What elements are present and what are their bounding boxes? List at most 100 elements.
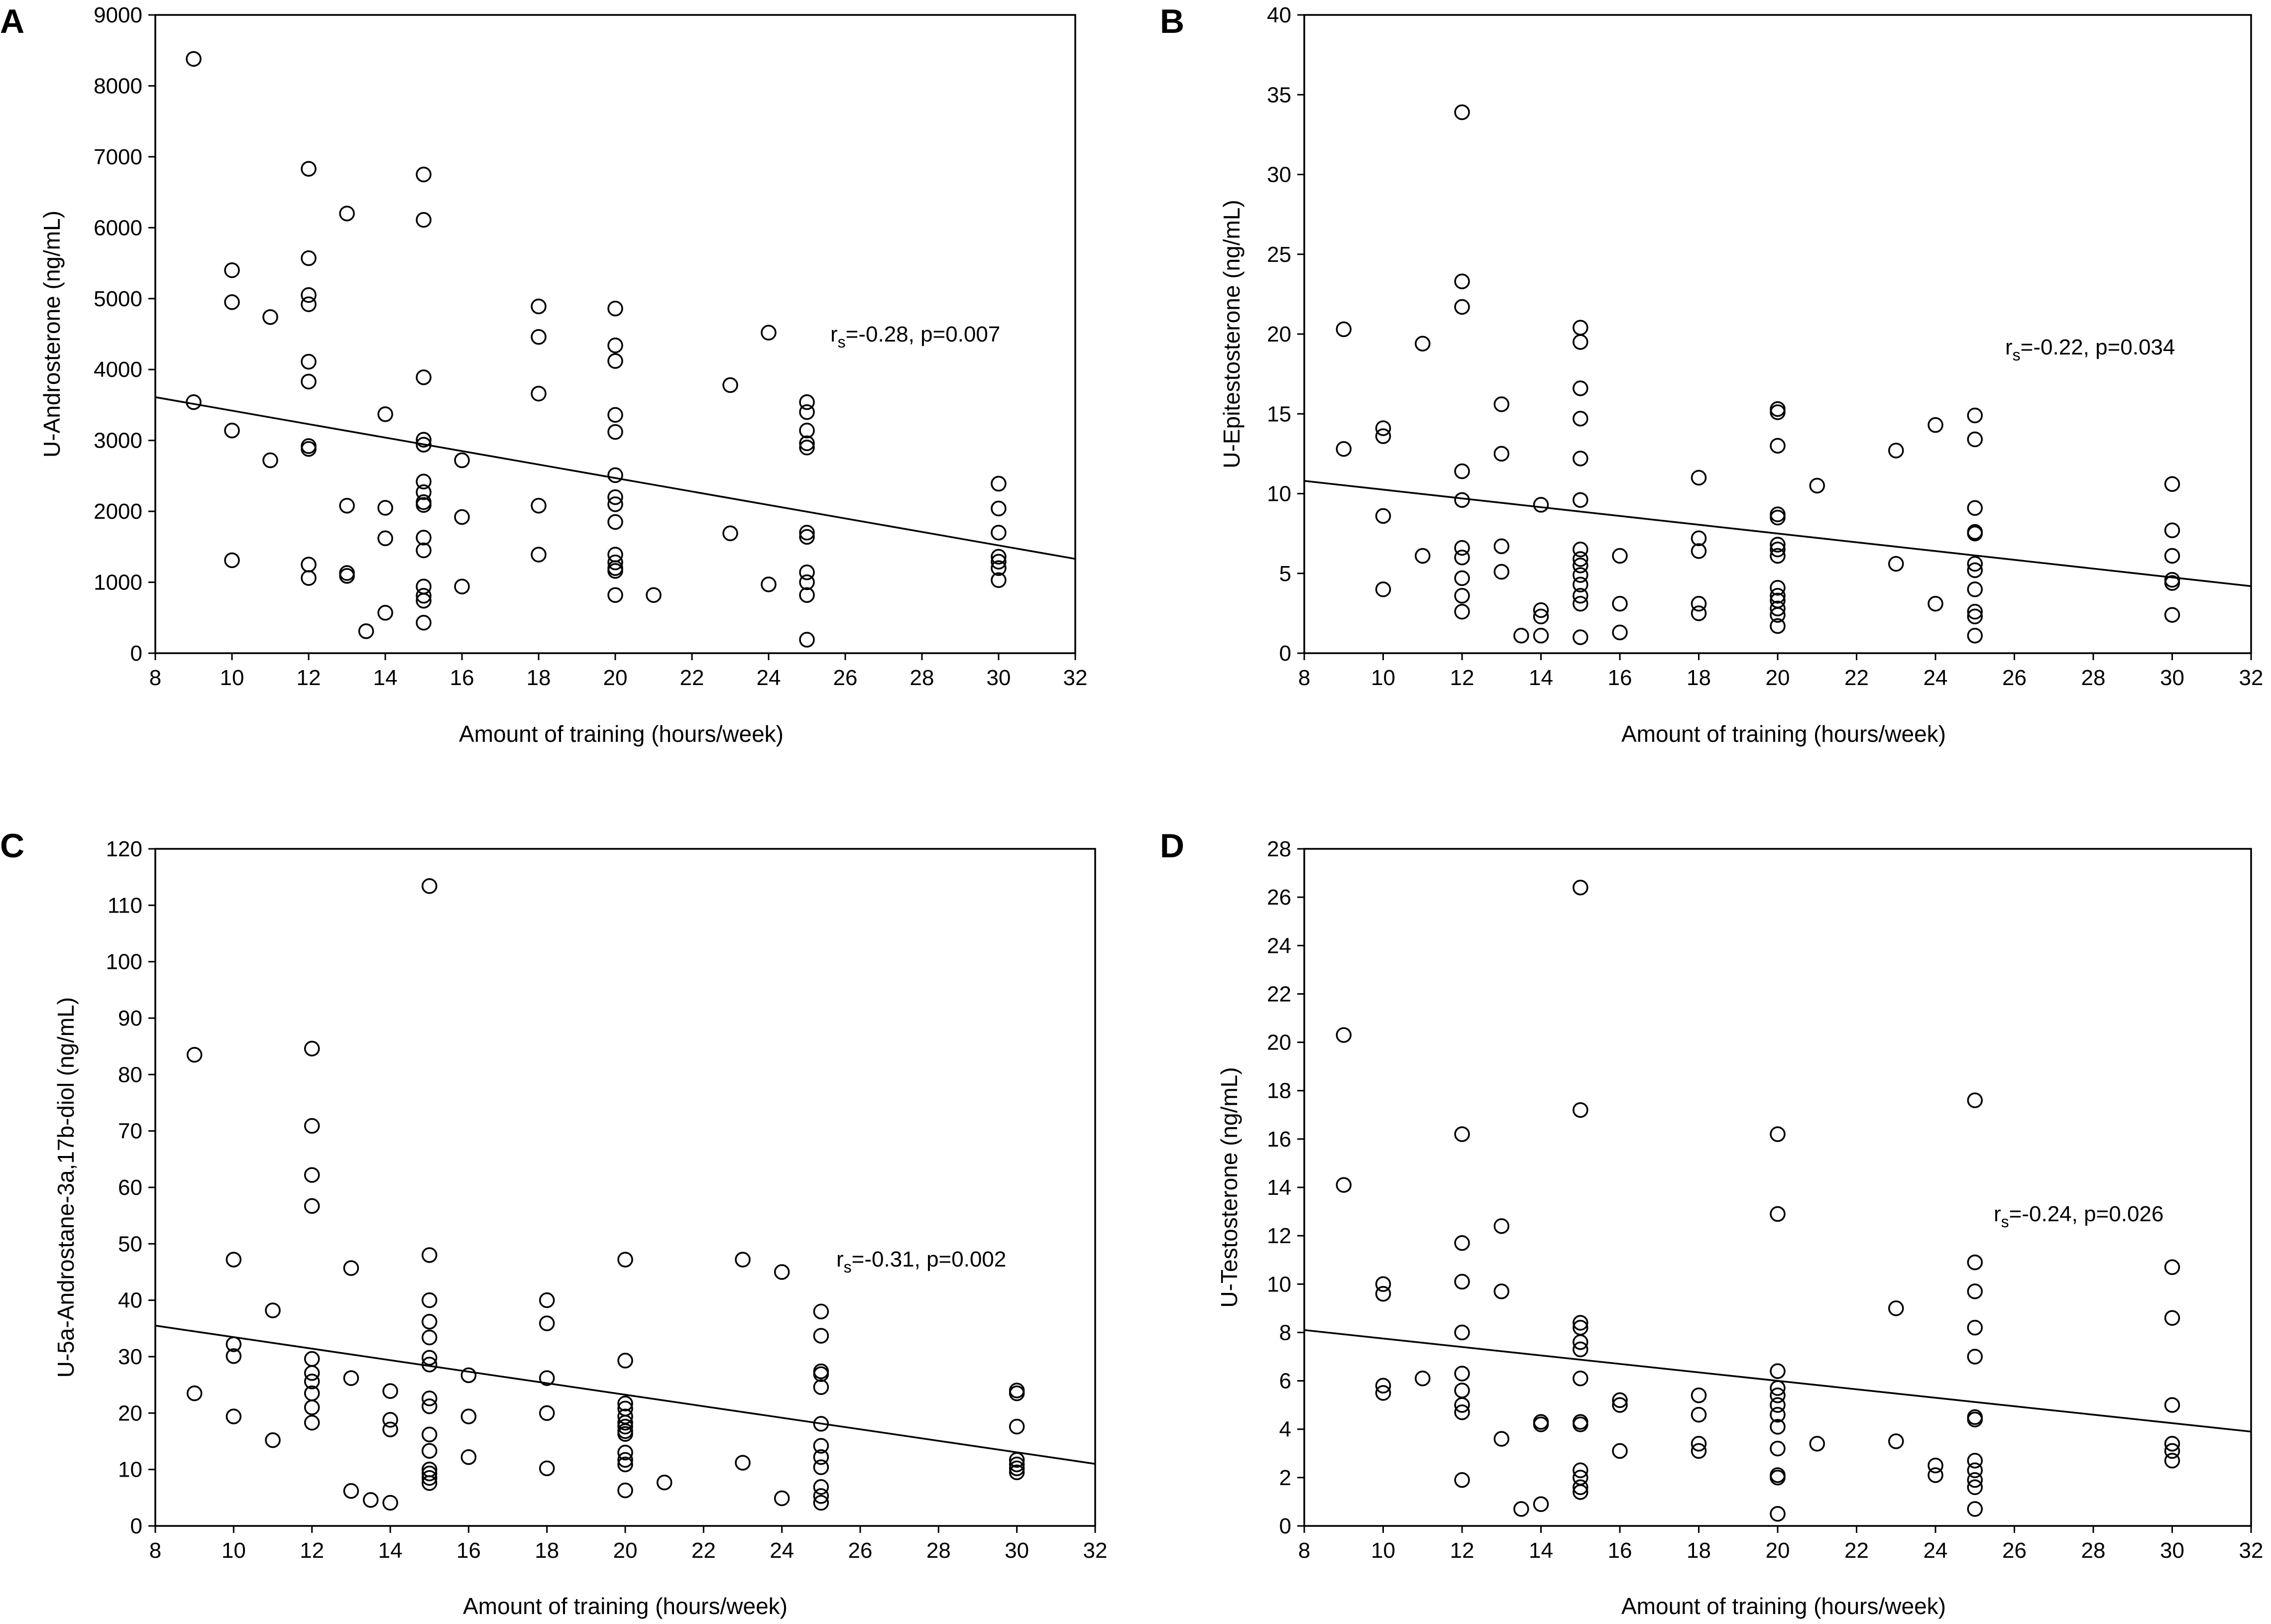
- panel-a-annotation-text: =-0.28, p=0.007: [846, 322, 1001, 347]
- panel-b-data-point: [1573, 380, 1589, 396]
- panel-b-data-point: [1493, 446, 1509, 462]
- panel-b-data-point: [1691, 543, 1707, 559]
- panel-a-data-point: [339, 568, 355, 584]
- panel-b-annotation-subscript: s: [2013, 346, 2021, 364]
- panel-d-data-point: [1533, 1496, 1549, 1512]
- panel-a-data-point: [416, 484, 432, 500]
- panel-d-data-point: [1454, 1404, 1470, 1420]
- panel-c-data-point: [460, 1449, 477, 1465]
- panel-c-x-tick-label: 22: [691, 1538, 716, 1563]
- panel-a-data-point: [607, 338, 623, 353]
- panel-c-data-point: [617, 1444, 633, 1461]
- panel-b-x-tick-label: 12: [1450, 666, 1475, 690]
- panel-d-data-point: [1573, 1334, 1589, 1350]
- panel-d-data-points: [1304, 879, 2252, 1522]
- panel-b-data-point: [1888, 556, 1904, 572]
- panel-b-data-point: [1967, 431, 1983, 448]
- panel-b-data-point: [1454, 492, 1470, 508]
- panel-d-data-point: [1454, 1324, 1470, 1341]
- panel-a-x-tick-label: 22: [680, 666, 704, 690]
- panel-b: B 8 10 12 14 16 18 20 22 24 26 28 30 32 0 5 10 15 20 25 30 3…: [1160, 2, 2263, 747]
- panel-b-data-point: [1415, 336, 1431, 351]
- panel-d-y-tick-label: 22: [1267, 982, 1291, 1006]
- panel-c-data-point: [421, 1313, 438, 1330]
- panel-d-annotation-text: =-0.24, p=0.026: [2009, 1202, 2164, 1226]
- panel-c-y-tick-label: 120: [106, 837, 142, 861]
- panel-a-correlation-annotation: rs=-0.28, p=0.007: [830, 322, 1000, 351]
- panel-b-data-point: [1967, 603, 1983, 620]
- panel-c-data-point: [421, 1398, 438, 1414]
- panel-a-x-axis-title: Amount of training (hours/week): [459, 721, 784, 747]
- panel-d-data-point: [1770, 1506, 1786, 1522]
- panel-d-y-tick-label: 2: [1279, 1466, 1291, 1490]
- panel-a-letter: A: [0, 2, 24, 40]
- panel-b-data-point: [1375, 420, 1391, 436]
- panel-a-data-point: [416, 437, 432, 453]
- panel-a-data-point: [301, 296, 317, 312]
- panel-d-data-point: [1691, 1406, 1707, 1423]
- panel-d-data-point: [1493, 1431, 1509, 1447]
- panel-a-data-point: [377, 500, 393, 516]
- panel-b-axes: 8 10 12 14 16 18 20 22 24 26 28 30 32 0 5 10 15 20 25 30 35 4…: [1267, 3, 2263, 690]
- panel-b-data-point: [1454, 570, 1470, 586]
- panel-a-annotation-r: r: [830, 322, 838, 347]
- panel-b-data-point: [1533, 608, 1549, 625]
- panel-b-data-point: [1573, 629, 1589, 645]
- panel-c-x-tick-label: 20: [613, 1538, 638, 1563]
- panel-d-data-point: [1967, 1411, 1983, 1428]
- panel-a-y-tick-label: 7000: [94, 145, 142, 169]
- panel-b-data-point: [2164, 476, 2180, 492]
- panel-d-data-point: [1454, 1274, 1470, 1290]
- panel-d-data-point: [1888, 1433, 1904, 1449]
- panel-b-data-point: [1573, 551, 1589, 567]
- panel-a-data-point: [339, 206, 355, 222]
- panel-a-x-tick-label: 14: [373, 666, 398, 690]
- panel-c-data-point: [539, 1460, 555, 1477]
- panel-b-data-point: [1415, 548, 1431, 564]
- panel-c-regression-line: [155, 1324, 1096, 1465]
- panel-c-letter: C: [0, 827, 24, 865]
- panel-c-data-point: [421, 878, 438, 894]
- panel-b-data-point: [1454, 463, 1470, 479]
- panel-a-data-point: [761, 325, 777, 341]
- panel-a-x-tick-label: 28: [910, 666, 934, 690]
- panel-d-data-point: [2164, 1397, 2180, 1413]
- panel-a-data-point: [991, 525, 1007, 541]
- panel-a-data-point: [262, 452, 278, 468]
- panel-a-y-axis-title: U-Androsterone (ng/mL): [39, 211, 65, 458]
- panel-d-annotation-r: r: [1994, 1202, 2001, 1226]
- panel-b-data-points: [1304, 104, 2252, 645]
- panel-b-data-point: [1691, 605, 1707, 621]
- panel-a-data-point: [531, 329, 547, 345]
- panel-c-data-point: [186, 1385, 203, 1401]
- panel-a-data-point: [416, 497, 432, 513]
- panel-d-data-point: [1691, 1436, 1707, 1452]
- panel-c-data-point: [539, 1405, 555, 1421]
- panel-c-data-point: [226, 1252, 242, 1268]
- panel-a-x-tick-label: 18: [527, 666, 551, 690]
- panel-b-data-point: [1513, 627, 1529, 644]
- panel-a-data-point: [991, 560, 1007, 576]
- panel-d-data-point: [1770, 1387, 1786, 1403]
- panel-a-data-point: [416, 592, 432, 609]
- panel-b-regression-line: [1304, 480, 2252, 587]
- panel-b-data-point: [1573, 411, 1589, 427]
- panel-b-data-point: [1493, 564, 1509, 580]
- panel-a-data-point: [799, 587, 815, 603]
- panel-a-data-point: [416, 587, 432, 604]
- panel-b-data-point: [2164, 607, 2180, 623]
- panel-d-data-point: [1928, 1457, 1943, 1474]
- panel-d-correlation-annotation: rs=-0.24, p=0.026: [1994, 1202, 2163, 1231]
- panel-c-data-point: [304, 1399, 320, 1415]
- panel-a-data-point: [339, 497, 355, 514]
- panel-d-data-point: [1454, 1397, 1470, 1413]
- panel-b-data-point: [1770, 548, 1786, 564]
- panel-b-data-point: [1809, 477, 1825, 494]
- panel-d-data-point: [1770, 1440, 1786, 1457]
- panel-a-data-point: [607, 554, 623, 571]
- panel-d-data-point: [1967, 1283, 1983, 1299]
- panel-d-y-tick-label: 0: [1279, 1514, 1291, 1538]
- panel-a-x-tick-label: 8: [149, 666, 161, 690]
- panel-a-data-point: [607, 587, 623, 603]
- panel-c-data-point: [421, 1247, 438, 1263]
